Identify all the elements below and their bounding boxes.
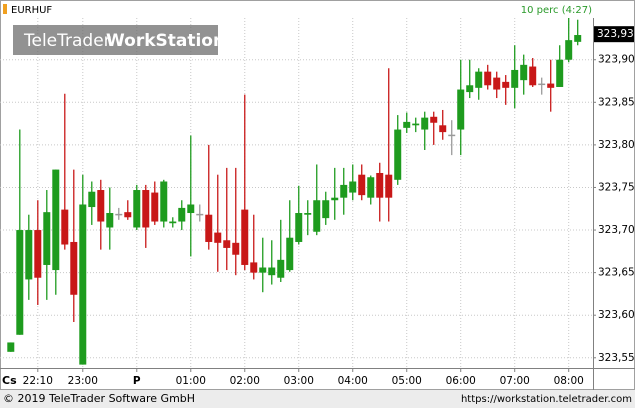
x-tick-label: 06:00 (446, 375, 476, 387)
watermark-product: WorkStation (106, 31, 225, 51)
candle-body (340, 184, 348, 198)
footer-bar (0, 390, 635, 408)
candle-body (385, 174, 393, 198)
candle-body (331, 197, 339, 201)
candle-body (502, 81, 510, 88)
footer-url: https://workstation.teletrader.com (461, 394, 632, 405)
candle-body (241, 209, 249, 265)
candle-body (79, 204, 87, 365)
candle-body (214, 232, 222, 243)
x-tick-label: 01:00 (176, 375, 206, 387)
candle-body (151, 192, 159, 222)
candle-body (313, 200, 321, 232)
x-tick-label: 05:00 (392, 375, 422, 387)
candle-body (70, 241, 78, 295)
y-tick-label: 323,85 (598, 96, 635, 108)
candle-body (205, 214, 213, 242)
candle-body (106, 213, 114, 228)
last-price-box (594, 26, 634, 43)
candle-body (97, 190, 105, 222)
candle-body (160, 181, 168, 222)
x-tick-label: 07:00 (500, 375, 530, 387)
candle-body (376, 172, 384, 198)
candle-body (187, 204, 195, 214)
candle-body (430, 116, 438, 123)
candle-body (178, 207, 186, 222)
candle-body (34, 230, 42, 278)
x-tick-label: 04:00 (338, 375, 368, 387)
candle-body (61, 209, 69, 245)
candle-body (232, 242, 240, 255)
candle-body (133, 190, 141, 228)
candle-body (196, 213, 204, 216)
candle-body (457, 89, 465, 130)
candle-body (124, 212, 132, 218)
candle-body (295, 213, 303, 242)
candle-body (511, 69, 519, 88)
candle-body (142, 190, 150, 228)
y-tick-label: 323,70 (598, 224, 635, 236)
x-tick-label: P (133, 375, 141, 387)
candle-body (493, 77, 501, 90)
candle-body (259, 267, 267, 273)
x-tick-label: 02:00 (230, 375, 260, 387)
y-tick-label: 323,65 (598, 267, 635, 279)
candle-body (268, 267, 276, 276)
candle-body (421, 117, 429, 130)
y-tick-label: 323,75 (598, 181, 635, 193)
y-tick-label: 323,55 (598, 352, 635, 364)
candle-body (169, 221, 177, 224)
y-tick-label: 323,80 (598, 139, 635, 151)
candle-body (88, 191, 96, 208)
x-tick-label: 03:00 (284, 375, 314, 387)
candle-body (7, 342, 15, 352)
candle-body (466, 85, 474, 93)
candle-body (304, 213, 312, 215)
interval-label: 10 perc (4:27) (521, 5, 592, 16)
candle-body (25, 230, 33, 280)
candle-body (277, 259, 285, 278)
day-label: Cs (2, 374, 17, 387)
candle-body (223, 240, 231, 248)
candle-body (439, 125, 447, 133)
x-tick-label: 08:00 (554, 375, 584, 387)
candle-body (403, 121, 411, 128)
candle-body (448, 134, 456, 137)
last-price-label: 323,93 (597, 28, 634, 40)
candle-body (574, 35, 582, 42)
candle-body (250, 262, 258, 273)
candle-body (565, 40, 573, 60)
candle-body (286, 237, 294, 271)
x-tick-label: 23:00 (68, 375, 98, 387)
candle-body (115, 213, 123, 216)
watermark-box (13, 25, 218, 55)
symbol-title: EURHUF (11, 5, 52, 16)
candle-body (556, 59, 564, 87)
candle-body (322, 200, 330, 219)
candle-body (367, 177, 375, 198)
symbol-marker (3, 4, 7, 14)
y-tick-label: 323,90 (598, 54, 635, 66)
candle-body (547, 83, 555, 88)
candle-body (520, 64, 528, 81)
candle-body (484, 71, 492, 86)
candle-body (43, 212, 51, 265)
watermark-brand: TeleTrader (23, 31, 111, 51)
candle-body (475, 71, 483, 88)
candle-body (349, 181, 357, 193)
candle-body (52, 169, 60, 271)
footer-copyright: © 2019 TeleTrader Software GmbH (3, 392, 195, 405)
candle-body (412, 123, 420, 126)
candle-body (16, 230, 24, 335)
x-tick-label: 22:10 (23, 375, 53, 387)
candle-body (358, 174, 366, 196)
candle-body (538, 83, 546, 86)
candle-body (394, 129, 402, 180)
y-tick-label: 323,60 (598, 309, 635, 321)
candle-body (529, 66, 537, 86)
plot-area (0, 18, 593, 368)
